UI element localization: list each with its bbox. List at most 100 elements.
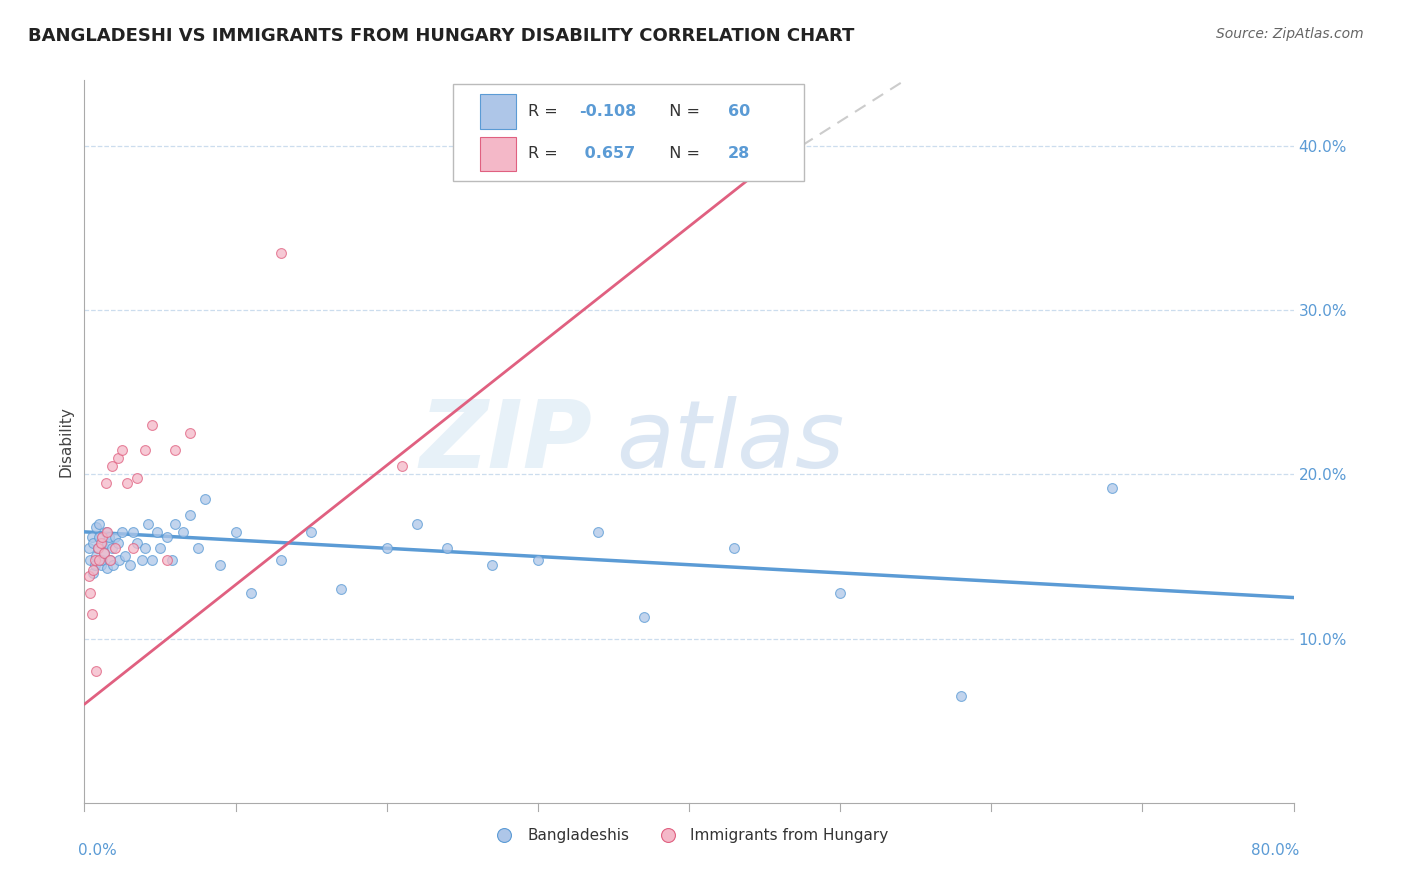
Point: [134, 442, 156, 457]
Point: [91, 536, 114, 550]
Point: [121, 541, 143, 556]
Point: [90, 558, 112, 572]
Point: [1101, 481, 1123, 495]
Point: [149, 541, 172, 556]
Point: [121, 524, 143, 539]
Point: [100, 459, 122, 474]
Point: [93, 546, 115, 560]
FancyBboxPatch shape: [479, 94, 516, 128]
Point: [165, 442, 187, 457]
Point: [77, 569, 100, 583]
Point: [87, 541, 110, 556]
Point: [79, 553, 101, 567]
Point: [94, 524, 117, 539]
Point: [239, 585, 262, 599]
Point: [87, 541, 110, 556]
Point: [111, 442, 134, 457]
Point: [114, 549, 136, 564]
Point: [179, 426, 201, 441]
Point: [89, 530, 111, 544]
Text: 80.0%: 80.0%: [1251, 843, 1299, 857]
Legend: Bangladeshis, Immigrants from Hungary: Bangladeshis, Immigrants from Hungary: [484, 822, 894, 849]
Point: [156, 530, 179, 544]
Point: [107, 536, 129, 550]
Point: [89, 516, 111, 531]
Point: [93, 546, 115, 560]
Point: [96, 561, 118, 575]
Point: [108, 553, 131, 567]
Text: BANGLADESHI VS IMMIGRANTS FROM HUNGARY DISABILITY CORRELATION CHART: BANGLADESHI VS IMMIGRANTS FROM HUNGARY D…: [28, 27, 855, 45]
Point: [86, 549, 108, 564]
Point: [80, 530, 103, 544]
Point: [98, 553, 121, 567]
Point: [141, 418, 163, 433]
Y-axis label: Disability: Disability: [58, 406, 73, 477]
Text: 28: 28: [728, 146, 749, 161]
Point: [97, 530, 120, 544]
Point: [89, 553, 111, 567]
Text: -0.108: -0.108: [579, 103, 636, 119]
FancyBboxPatch shape: [479, 136, 516, 171]
Point: [131, 553, 153, 567]
Point: [134, 541, 156, 556]
Point: [80, 607, 103, 621]
Text: N =: N =: [659, 103, 704, 119]
Point: [270, 245, 292, 260]
Point: [77, 541, 100, 556]
Point: [82, 563, 104, 577]
Point: [86, 520, 108, 534]
Text: 0.657: 0.657: [579, 146, 636, 161]
Point: [209, 558, 232, 572]
Point: [91, 530, 114, 544]
Point: [104, 530, 127, 544]
Point: [527, 553, 550, 567]
Point: [375, 541, 398, 556]
Point: [179, 508, 201, 523]
Point: [436, 541, 458, 556]
Point: [127, 470, 149, 484]
FancyBboxPatch shape: [453, 84, 804, 181]
Point: [94, 475, 117, 490]
Point: [406, 516, 429, 531]
Point: [96, 524, 118, 539]
Point: [127, 536, 149, 550]
Point: [141, 553, 163, 567]
Text: Source: ZipAtlas.com: Source: ZipAtlas.com: [1216, 27, 1364, 41]
Point: [107, 450, 129, 465]
Point: [118, 558, 141, 572]
Point: [84, 553, 107, 567]
Point: [950, 689, 973, 703]
Point: [111, 524, 134, 539]
Point: [588, 524, 610, 539]
Point: [830, 585, 852, 599]
Point: [165, 516, 187, 531]
Point: [82, 566, 104, 580]
Text: 0.0%: 0.0%: [79, 843, 117, 857]
Point: [194, 491, 217, 506]
Point: [146, 524, 169, 539]
Point: [100, 541, 122, 556]
Point: [391, 459, 413, 474]
Point: [481, 558, 503, 572]
Text: R =: R =: [529, 103, 562, 119]
Text: ZIP: ZIP: [419, 395, 592, 488]
Point: [86, 665, 108, 679]
Text: 60: 60: [728, 103, 749, 119]
Point: [723, 541, 745, 556]
Point: [270, 553, 292, 567]
Point: [82, 536, 104, 550]
Point: [299, 524, 322, 539]
Point: [91, 553, 114, 567]
Point: [101, 558, 124, 572]
Point: [79, 585, 101, 599]
Point: [330, 582, 353, 597]
Point: [633, 610, 655, 624]
Point: [225, 524, 247, 539]
Point: [96, 536, 118, 550]
Point: [115, 475, 138, 490]
Point: [90, 536, 112, 550]
Text: atlas: atlas: [616, 396, 845, 487]
Text: R =: R =: [529, 146, 562, 161]
Point: [160, 553, 183, 567]
Point: [104, 541, 127, 556]
